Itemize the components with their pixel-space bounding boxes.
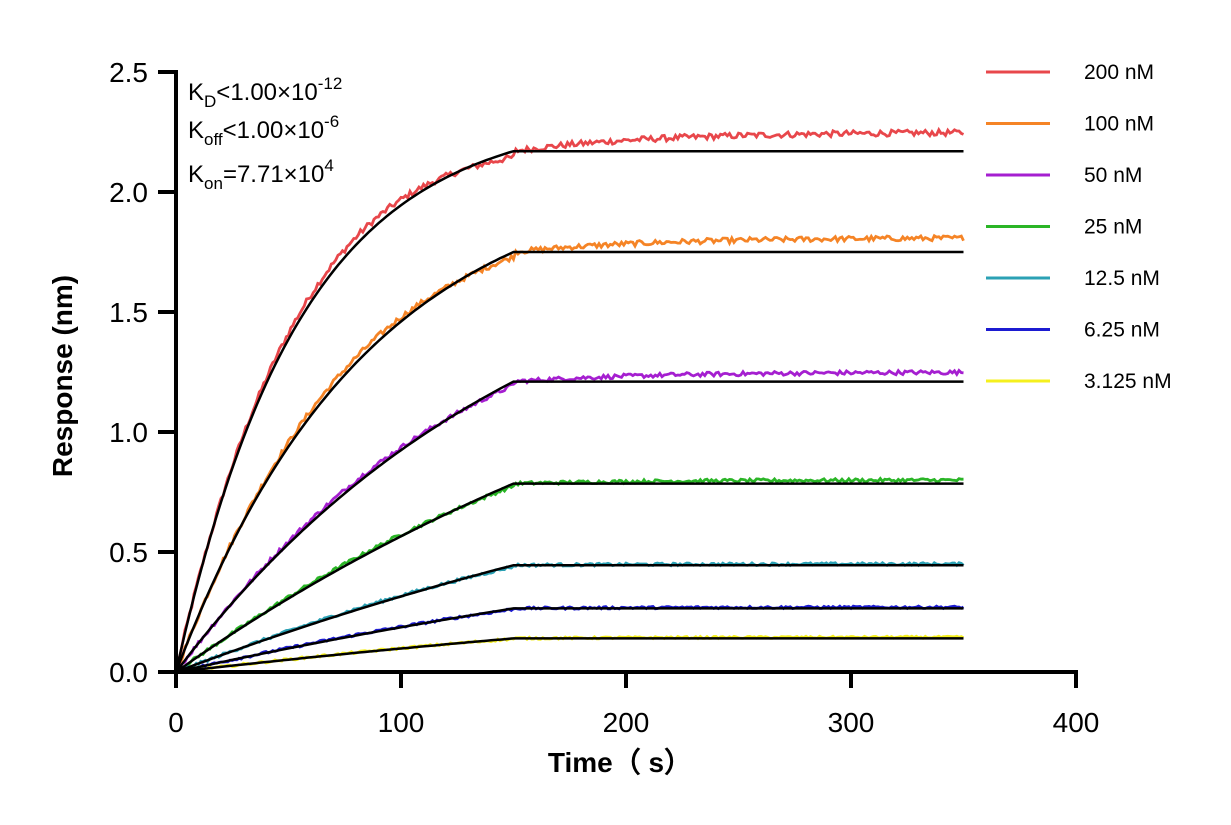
fit-line	[174, 149, 964, 673]
x-tick-label: 100	[378, 707, 425, 738]
legend-label: 6.25 nM	[1084, 319, 1160, 342]
kd-annotation: KD<1.00×10-12	[188, 74, 342, 111]
x-axis-title: Time（ s）	[548, 746, 692, 778]
x-tick-label: 0	[168, 707, 184, 738]
legend-label: 25 nM	[1084, 216, 1142, 239]
x-tick-label: 300	[828, 707, 875, 738]
y-tick-label: 1.5	[109, 297, 148, 328]
legend: 200 nM 100 nM 50 nM 25 nM 12.5 nM 6.25 nM 3.12…	[986, 61, 1172, 393]
y-tick-label: 0.0	[109, 657, 148, 688]
x-ticks: 0 100 200 300 400	[168, 672, 1099, 738]
koff-annotation: Koff<1.00×10-6	[188, 112, 339, 149]
series-line	[174, 126, 965, 673]
y-tick-label: 2.5	[109, 57, 148, 88]
curves-layer	[174, 126, 965, 674]
y-tick-label: 1.0	[109, 417, 148, 448]
x-tick-label: 400	[1053, 707, 1100, 738]
series-line	[176, 634, 965, 674]
series-line	[175, 561, 965, 674]
legend-label: 100 nM	[1084, 113, 1154, 136]
fit-line	[175, 563, 964, 674]
fit-line	[175, 607, 964, 674]
y-axis-title: Response (nm)	[47, 275, 78, 477]
kon-annotation: Kon=7.71×104	[188, 156, 334, 193]
series-line	[174, 233, 965, 673]
fit-lines-layer	[174, 149, 964, 674]
x-tick-label: 200	[603, 707, 650, 738]
legend-label: 12.5 nM	[1084, 267, 1160, 290]
series-line	[175, 476, 964, 674]
fit-line	[175, 637, 964, 674]
y-ticks: 0.0 0.5 1.0 1.5 2.0 2.5	[109, 57, 176, 688]
kinetics-annotation: KD<1.00×10-12 Koff<1.00×10-6 Kon=7.71×10…	[188, 74, 342, 193]
fit-line	[175, 482, 964, 674]
legend-label: 3.125 nM	[1084, 370, 1172, 393]
legend-label: 200 nM	[1084, 61, 1154, 84]
legend-label: 50 nM	[1084, 164, 1142, 187]
fit-line	[174, 250, 964, 673]
fit-line	[175, 380, 964, 673]
y-tick-label: 0.5	[109, 537, 148, 568]
series-line	[175, 368, 964, 674]
y-tick-label: 2.0	[109, 177, 148, 208]
